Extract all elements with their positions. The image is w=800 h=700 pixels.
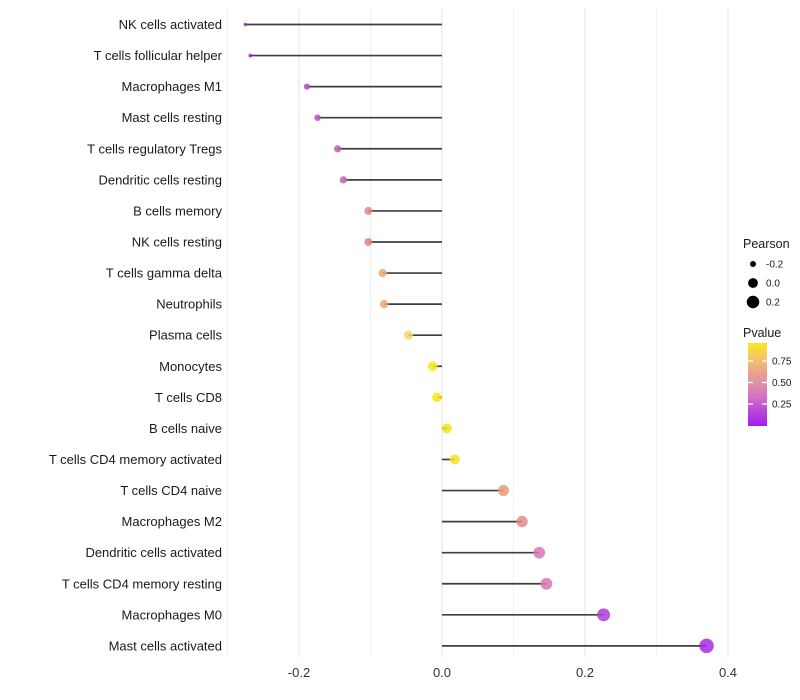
category-label: B cells naive [149,421,222,436]
category-label: T cells CD4 memory activated [49,452,222,467]
pvalue-gradient-bar [748,343,767,426]
category-label: Plasma cells [149,328,222,343]
lollipop-dot [314,114,321,121]
category-label: Neutrophils [156,297,222,312]
lollipop-dot [597,608,611,622]
legend-pearson-rows: -0.2 0.0 0.2 [746,260,784,309]
category-label: T cells gamma delta [106,266,223,281]
category-label: T cells follicular helper [94,48,223,63]
x-tick-label: 0.0 [433,665,451,680]
legend-size-label: 0.2 [766,298,780,309]
lollipop-dot [364,206,373,215]
x-tick-label: -0.2 [288,665,310,680]
lollipop-dot [533,546,546,559]
legend-pvalue-title: Pvalue [743,326,781,340]
category-label: B cells memory [133,203,222,218]
legend-size-dot [748,278,758,288]
legend-pvalue-colorbar: Pvalue 0.75 0.50 0.25 [743,326,792,426]
lollipop-dot [516,515,528,528]
x-axis: -0.2 0.0 0.2 0.4 [288,665,737,680]
category-label: Dendritic cells activated [85,545,222,560]
lollipop-dot [378,268,387,278]
category-axis: NK cells activated T cells follicular hel… [49,17,223,653]
category-label: Macrophages M0 [122,607,222,622]
lollipop-dot [403,330,413,340]
lollipop-dot [699,638,714,654]
lollipop-dot [427,361,438,372]
legend-size-dot [746,295,760,309]
category-label: NK cells resting [132,234,222,249]
legend-size-dot [750,261,756,267]
lollipop-dot [449,454,460,465]
x-tick-label: 0.2 [576,665,594,680]
legend-size-label: -0.2 [766,260,784,271]
colorbar-tick-label: 0.75 [772,357,792,368]
lollipop-dots [243,22,714,654]
category-label: T cells CD8 [155,390,222,405]
lollipop-dot [334,145,342,153]
gridlines [227,8,729,657]
colorbar-tick-label: 0.25 [772,400,792,411]
colorbar-tick-label: 0.50 [772,378,792,389]
lollipop-dot [364,237,373,247]
legend-pearson-title: Pearson [743,237,790,251]
lollipop-dot [540,577,553,590]
category-label: Mast cells activated [109,638,222,653]
lollipop-dot [339,176,348,184]
lollipop-dot [379,299,389,309]
category-label: Monocytes [159,359,222,374]
category-label: NK cells activated [119,17,222,32]
x-tick-label: 0.4 [719,665,737,680]
category-label: Macrophages M1 [122,79,222,94]
category-label: Mast cells resting [122,110,222,125]
category-label: Dendritic cells resting [98,172,222,187]
lollipop-dot [248,53,253,58]
category-label: T cells CD4 memory resting [62,576,222,591]
lollipop-dot [497,485,510,497]
legend-size-label: 0.0 [766,279,780,290]
lollipop-dot [243,22,248,27]
category-label: T cells regulatory Tregs [87,141,222,156]
lollipop-dot [432,392,442,403]
lollipop-dot [303,83,310,90]
lollipop-dot [442,423,452,434]
colorbar-ticks [748,360,767,405]
legend-pearson-size: Pearson -0.2 0.0 0.2 [743,237,790,309]
category-label: T cells CD4 naive [120,483,222,498]
category-label: Macrophages M2 [122,514,222,529]
